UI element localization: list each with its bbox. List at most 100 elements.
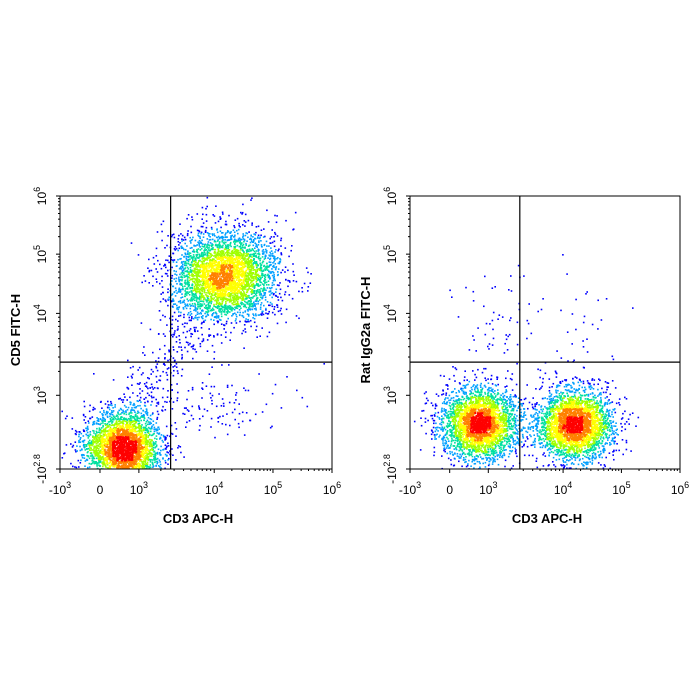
event-dot bbox=[233, 303, 236, 306]
event-dot bbox=[205, 311, 207, 313]
event-dot bbox=[216, 231, 219, 234]
event-dot bbox=[129, 423, 132, 426]
event-dot bbox=[136, 470, 138, 472]
event-dot bbox=[260, 229, 263, 231]
event-dot bbox=[146, 454, 148, 456]
event-dot bbox=[247, 278, 250, 280]
event-dot bbox=[196, 308, 198, 311]
event-dot bbox=[206, 270, 209, 273]
event-dot bbox=[128, 477, 130, 479]
event-dot bbox=[232, 289, 235, 291]
event-dot bbox=[257, 291, 260, 293]
event-dot bbox=[275, 267, 277, 269]
event-dot bbox=[196, 298, 198, 300]
event-dot bbox=[137, 473, 139, 475]
event-dot bbox=[109, 426, 112, 429]
event-dot bbox=[167, 367, 170, 369]
event-dot bbox=[165, 371, 168, 374]
event-dot bbox=[205, 213, 208, 216]
event-dot bbox=[234, 284, 237, 287]
event-dot bbox=[259, 269, 261, 271]
event-dot bbox=[241, 254, 244, 257]
event-dot bbox=[274, 294, 277, 297]
event-dot bbox=[244, 311, 246, 313]
event-dot bbox=[219, 244, 221, 246]
event-dot bbox=[104, 480, 106, 482]
event-dot bbox=[115, 420, 118, 422]
event-dot bbox=[241, 211, 244, 214]
event-dot bbox=[221, 309, 224, 311]
event-dot bbox=[241, 287, 243, 290]
event-dot bbox=[260, 287, 262, 290]
event-dot bbox=[249, 244, 251, 247]
event-dot bbox=[94, 452, 97, 455]
event-dot bbox=[285, 308, 288, 311]
event-dot bbox=[145, 412, 147, 415]
event-dot bbox=[230, 236, 232, 239]
event-dot bbox=[167, 304, 169, 307]
event-dot bbox=[149, 414, 152, 417]
event-dot bbox=[201, 300, 203, 302]
event-dot bbox=[134, 429, 136, 431]
event-dot bbox=[232, 301, 235, 303]
event-dot bbox=[173, 291, 176, 293]
event-dot bbox=[216, 229, 218, 231]
event-dot bbox=[237, 238, 240, 240]
event-dot bbox=[241, 273, 244, 275]
event-dot bbox=[144, 447, 147, 449]
event-dot bbox=[130, 401, 132, 404]
event-dot bbox=[207, 314, 210, 316]
event-dot bbox=[172, 349, 175, 351]
event-dot bbox=[124, 481, 126, 483]
event-dot bbox=[157, 259, 159, 262]
event-dot bbox=[150, 383, 153, 386]
event-dot bbox=[109, 417, 112, 420]
event-dot bbox=[201, 206, 204, 209]
event-dot bbox=[264, 268, 266, 270]
event-dot bbox=[139, 382, 141, 384]
event-dot bbox=[251, 253, 253, 256]
event-dot bbox=[124, 479, 126, 481]
event-dot bbox=[212, 246, 214, 249]
event-dot bbox=[183, 413, 186, 415]
event-dot bbox=[175, 341, 178, 343]
event-dot bbox=[151, 413, 154, 416]
event-dot bbox=[196, 307, 199, 310]
event-dot bbox=[166, 451, 168, 453]
event-dot bbox=[214, 295, 217, 298]
event-dot bbox=[118, 471, 120, 473]
event-dot bbox=[244, 296, 247, 298]
event-dot bbox=[163, 435, 165, 438]
event-dot bbox=[266, 265, 269, 267]
event-dot bbox=[145, 464, 147, 467]
event-dot bbox=[202, 300, 205, 303]
event-dot bbox=[205, 385, 208, 387]
event-dot bbox=[273, 283, 275, 286]
event-dot bbox=[256, 283, 258, 285]
event-dot bbox=[144, 434, 146, 436]
event-dot bbox=[195, 314, 197, 317]
event-dot bbox=[133, 404, 136, 406]
event-dot bbox=[176, 292, 178, 294]
event-dot bbox=[214, 293, 217, 296]
event-dot bbox=[263, 292, 265, 294]
event-dot bbox=[248, 248, 251, 250]
event-dot bbox=[148, 270, 150, 273]
event-dot bbox=[126, 419, 128, 421]
event-dot bbox=[166, 378, 169, 381]
event-dot bbox=[228, 401, 231, 404]
event-dot bbox=[250, 291, 252, 293]
event-dot bbox=[207, 257, 209, 259]
event-dot bbox=[216, 299, 218, 302]
event-dot bbox=[216, 236, 219, 239]
event-dot bbox=[288, 255, 290, 258]
event-dot bbox=[124, 500, 126, 502]
event-dot bbox=[226, 311, 228, 313]
event-dot bbox=[217, 253, 219, 256]
event-dot bbox=[211, 403, 213, 405]
event-dot bbox=[202, 415, 204, 418]
event-dot bbox=[103, 420, 105, 422]
event-dot bbox=[138, 417, 140, 420]
event-dot bbox=[268, 270, 270, 272]
event-dot bbox=[231, 384, 233, 387]
